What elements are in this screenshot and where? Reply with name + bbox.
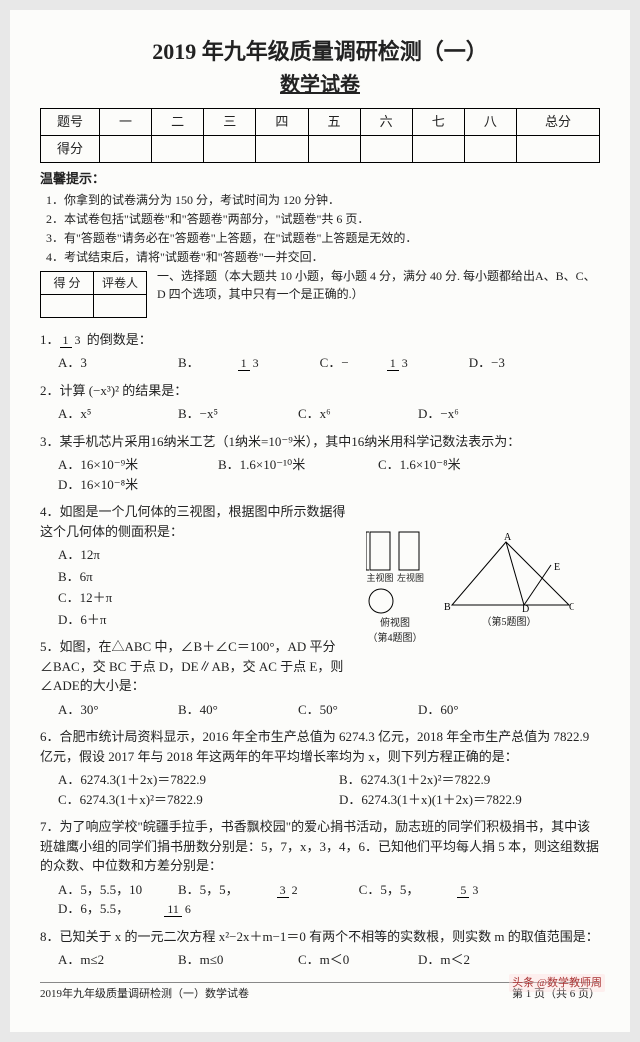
watermark: 头条 @数学教师周 (509, 974, 605, 993)
options-1: A．3 B．13 C．−13 D．−3 (58, 353, 600, 373)
exam-subtitle: 数学试卷 (40, 70, 600, 100)
score-table: 题号一二三四五六七八总分 得分 (40, 108, 600, 163)
options-3: A．16×10⁻⁹米B．1.6×10⁻¹⁰米C．1.6×10⁻⁸米D．16×10… (58, 455, 600, 494)
tips-list: 1．你拿到的试卷满分为 150 分，考试时间为 120 分钟． 2．本试卷包括"… (46, 191, 600, 266)
svg-text:C: C (569, 602, 574, 613)
table-row: 得分 (41, 136, 600, 163)
footer-left: 2019年九年级质量调研检测（一）数学试卷 (40, 986, 249, 1003)
tip-item: 3．有"答题卷"请务必在"答题卷"上答题，在"试题卷"上答题是无效的． (46, 229, 600, 247)
q5-figure: ABDCE （第5题图） (444, 530, 574, 646)
section-1-title: 一、选择题（本大题共 10 小题，每小题 4 分，满分 40 分. 每小题都给出… (157, 267, 600, 303)
question-7: 7．为了响应学校"皖疆手拉手，书香飘校园"的爱心捐书活动，励志班的同学们积极捐书… (40, 817, 600, 876)
tip-item: 1．你拿到的试卷满分为 150 分，考试时间为 120 分钟． (46, 191, 600, 209)
tip-item: 2．本试卷包括"试题卷"和"答题卷"两部分，"试题卷"共 6 页． (46, 210, 600, 228)
cell: 得分 (41, 136, 100, 163)
options-2: A．x⁵B．−x⁵C．x⁶D．−x⁶ (58, 404, 600, 424)
question-1: 1．13 的倒数是： (40, 330, 600, 350)
exam-title: 2019 年九年级质量调研检测（一） (40, 35, 600, 68)
svg-text:A: A (504, 532, 512, 543)
q4-figure: 主视图 左视图 俯视图 （第4题图） (366, 530, 424, 646)
table-row: 题号一二三四五六七八总分 (41, 109, 600, 136)
options-7: A．5，5.5，10 B．5，5，32 C．5，5，53 D．6，5.5，116 (58, 880, 600, 919)
question-3: 3．某手机芯片采用16纳米工艺（1纳米=10⁻⁹米），其中16纳米用科学记数法表… (40, 432, 600, 452)
grader-table: 得 分评卷人 (40, 271, 147, 318)
cell: 题号 (41, 109, 100, 136)
svg-text:B: B (444, 602, 451, 613)
question-5: 5．如图，在△ABC 中，∠B＋∠C＝100°，AD 平分∠BAC，交 BC 于… (40, 637, 350, 696)
svg-text:E: E (554, 562, 560, 573)
options-5: A．30°B．40°C．50°D．60° (58, 700, 600, 720)
svg-text:D: D (522, 604, 529, 615)
question-6: 6．合肥市统计局资料显示，2016 年全市生产总值为 6274.3 亿元，201… (40, 727, 600, 766)
section-header-row: 得 分评卷人 一、选择题（本大题共 10 小题，每小题 4 分，满分 40 分.… (40, 267, 600, 322)
figures-box: 主视图 左视图 俯视图 （第4题图） ABDCE （第5题图） (345, 530, 595, 648)
options-6: A．6274.3(1＋2x)＝7822.9B．6274.3(1＋2x)²＝782… (58, 770, 600, 809)
options-8: A．m≤2B．m≤0C．m＜0D．m＜2 (58, 950, 600, 970)
tip-item: 4．考试结束后，请将"试题卷"和"答题卷"一并交回． (46, 248, 600, 266)
tips-title: 温馨提示： (40, 169, 600, 189)
exam-page: 2019 年九年级质量调研检测（一） 数学试卷 题号一二三四五六七八总分 得分 … (10, 10, 630, 1032)
question-4: 4．如图是一个几何体的三视图，根据图中所示数据得这个几何体的侧面积是： (40, 502, 350, 541)
question-2: 2．计算 (−x³)² 的结果是： (40, 381, 600, 401)
question-8: 8．已知关于 x 的一元二次方程 x²−2x＋m−1＝0 有两个不相等的实数根，… (40, 927, 600, 947)
